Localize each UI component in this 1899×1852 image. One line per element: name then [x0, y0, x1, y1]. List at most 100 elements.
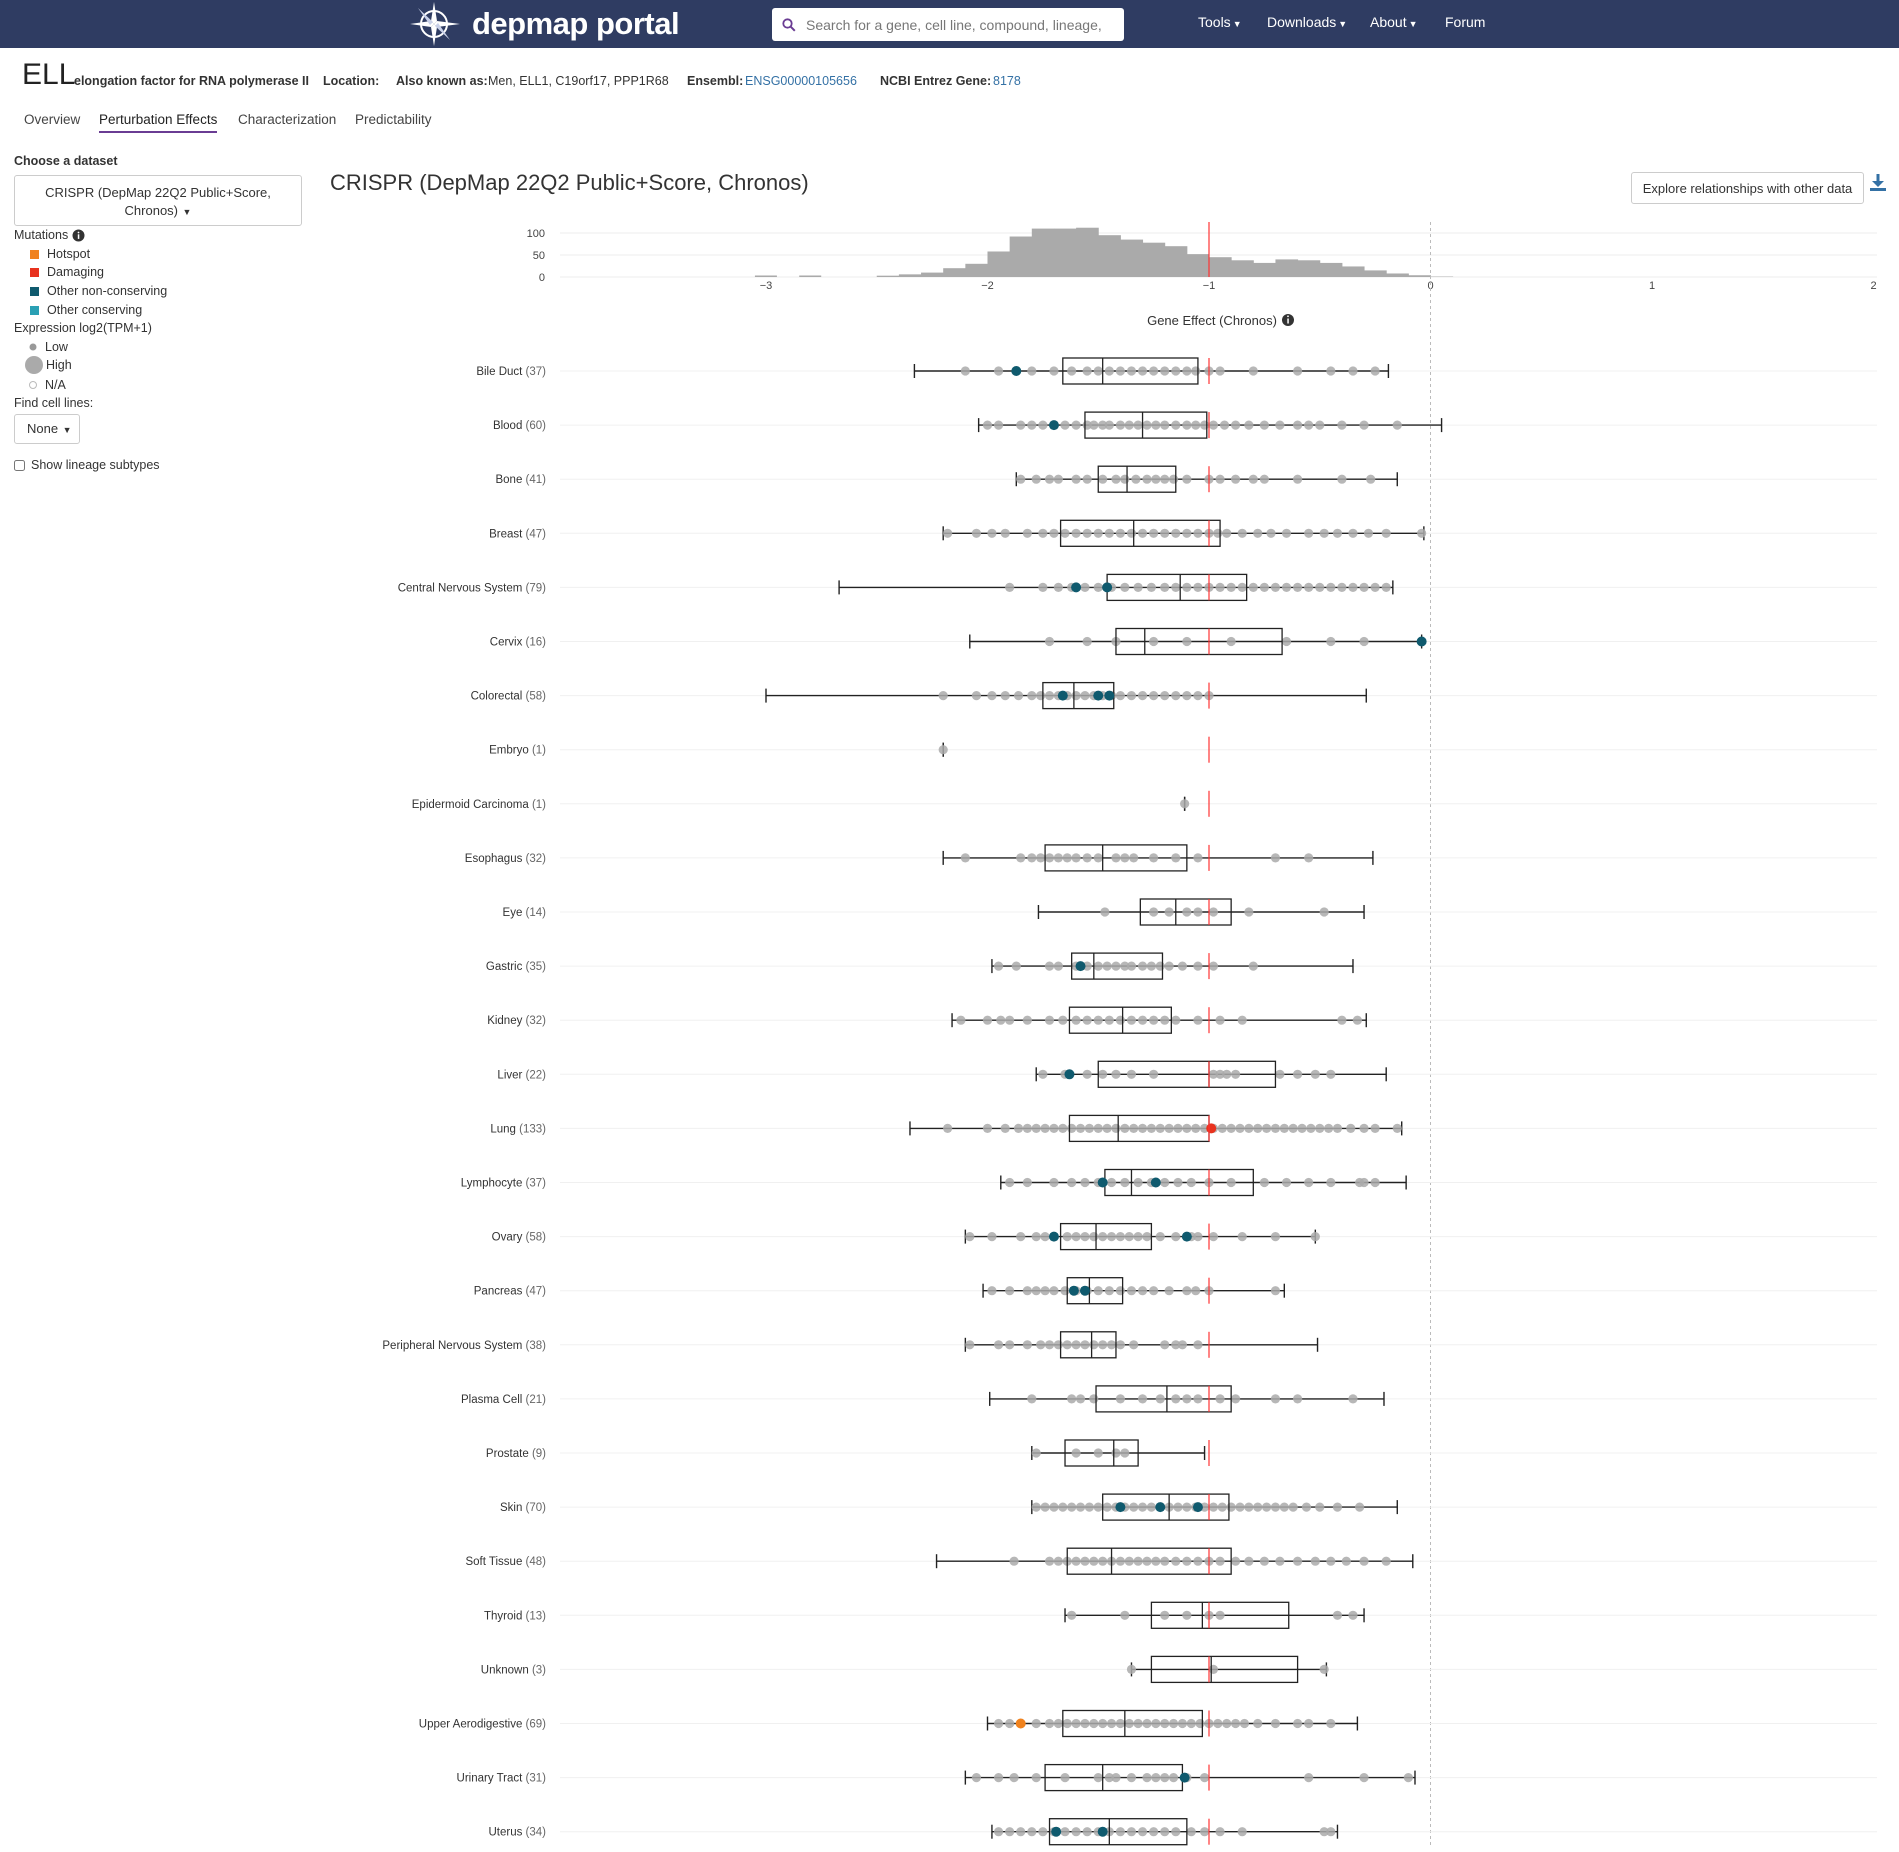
cell-line-point — [1215, 1015, 1225, 1025]
show-lineage-subtypes-checkbox[interactable] — [14, 459, 25, 471]
lineage-count: (16) — [526, 637, 547, 649]
cell-line-point — [1186, 1827, 1196, 1837]
explore-relationships-button[interactable]: Explore relationships with other data — [1631, 172, 1864, 204]
cell-line-point — [1304, 1718, 1314, 1729]
lineage-name: Bile Duct — [476, 366, 525, 378]
cell-line-point — [1160, 1827, 1170, 1837]
tab-predictability[interactable]: Predictability — [355, 112, 432, 127]
cell-line-point — [1230, 1718, 1241, 1729]
ensembl-label: Ensembl: — [687, 74, 744, 88]
cell-line-point — [1259, 474, 1269, 484]
dataset-dropdown[interactable]: CRISPR (DepMap 22Q2 Public+Score, Chrono… — [14, 175, 302, 226]
cell-line-point — [1151, 1718, 1161, 1729]
cell-line-point — [1016, 420, 1026, 430]
cell-line-point — [1040, 1286, 1050, 1296]
caret-down-icon: ▼ — [1232, 19, 1242, 29]
mutated-point — [1206, 1123, 1217, 1134]
nav-forum[interactable]: Forum — [1445, 14, 1485, 30]
cell-line-point — [938, 745, 948, 755]
show-lineage-subtypes[interactable]: Show lineage subtypes — [14, 458, 160, 472]
cell-line-point — [1182, 1286, 1192, 1296]
cell-line-point — [1149, 691, 1159, 701]
lineage-name: Cervix — [490, 637, 526, 649]
cell-line-point — [1208, 961, 1219, 971]
cell-line-point — [1133, 582, 1143, 593]
lineage-count: (47) — [526, 1286, 547, 1298]
cell-line-point — [1126, 1773, 1137, 1783]
cell-line-point — [1193, 907, 1203, 917]
cell-line-point — [1149, 1827, 1159, 1837]
plot-title: CRISPR (DepMap 22Q2 Public+Score, Chrono… — [330, 170, 809, 195]
hist-bar — [1364, 270, 1387, 277]
cell-line-point — [1137, 1015, 1148, 1025]
cell-line-point — [1111, 1448, 1121, 1458]
cell-line-point — [1199, 1827, 1210, 1837]
caret-down-icon: ▼ — [1338, 19, 1348, 29]
cell-line-point — [1348, 366, 1358, 376]
cell-line-point — [1036, 853, 1046, 863]
cell-line-point — [1089, 420, 1099, 430]
mutated-point — [1064, 1069, 1075, 1080]
cell-line-point — [1226, 582, 1236, 593]
cell-line-point — [1319, 528, 1329, 538]
cell-line-point — [1237, 1827, 1247, 1837]
cell-line-point — [1324, 1123, 1334, 1133]
tab-overview[interactable]: Overview — [24, 112, 81, 127]
lineage-label: Cervix (16) — [490, 637, 546, 649]
find-cell-lines-dropdown[interactable]: None ▼ — [14, 414, 80, 444]
cell-line-point — [1038, 528, 1048, 538]
search-icon — [782, 17, 796, 32]
lineage-count: (31) — [526, 1773, 547, 1785]
cell-line-point — [1182, 907, 1192, 917]
cell-line-point — [1326, 1069, 1336, 1079]
tab-characterization[interactable]: Characterization — [238, 112, 337, 127]
cell-line-point — [1142, 1718, 1152, 1729]
nav-downloads-label: Downloads — [1267, 14, 1337, 30]
cell-line-point — [1093, 1015, 1103, 1025]
lineage-count: (48) — [526, 1556, 547, 1568]
nav-tools[interactable]: Tools ▼ — [1198, 14, 1242, 30]
tab-perturbation-effects[interactable]: Perturbation Effects — [99, 112, 218, 133]
cell-line-point — [1044, 636, 1055, 647]
cell-line-point — [1149, 907, 1159, 917]
hist-bar — [943, 268, 966, 277]
cell-line-point — [1075, 1123, 1086, 1133]
cell-line-point — [960, 853, 970, 863]
legend-expression-low: Low — [29, 339, 68, 355]
cell-line-point — [1359, 1773, 1369, 1783]
legend-expression-high: High — [24, 356, 72, 374]
cell-line-point — [1237, 582, 1247, 593]
search-input[interactable] — [804, 15, 1104, 34]
cell-line-point — [1293, 420, 1303, 430]
cell-line-point — [1027, 366, 1037, 376]
cell-line-point — [1067, 366, 1077, 376]
cell-line-point — [1288, 1502, 1298, 1512]
cell-line-point — [1027, 853, 1037, 863]
cell-line-point — [1326, 1556, 1336, 1566]
hist-bar — [1297, 260, 1321, 277]
cell-line-point — [1093, 853, 1103, 863]
cell-line-point — [1281, 582, 1292, 593]
cell-line-point — [1244, 1556, 1254, 1566]
nav-downloads[interactable]: Downloads ▼ — [1267, 14, 1347, 30]
cell-line-point — [1111, 1773, 1121, 1783]
lineage-count: (32) — [526, 1015, 547, 1027]
cell-line-point — [1111, 1069, 1121, 1079]
nav-about[interactable]: About ▼ — [1370, 14, 1418, 30]
cell-line-point — [1000, 528, 1010, 538]
info-icon[interactable] — [72, 229, 85, 242]
ensembl-link[interactable]: ENSG00000105656 — [745, 74, 857, 88]
entrez-link[interactable]: 8178 — [993, 74, 1021, 88]
cell-line-point — [1182, 1123, 1192, 1133]
cell-line-point — [987, 691, 997, 701]
download-icon[interactable] — [1870, 174, 1886, 192]
lineage-count: (37) — [526, 1178, 547, 1190]
iqr-box — [1062, 357, 1199, 385]
hist-bar — [1009, 236, 1033, 277]
depmap-logo[interactable]: depmap portal — [404, 2, 680, 46]
iqr-box — [1071, 952, 1164, 980]
cell-line-point — [1149, 528, 1159, 538]
lineage-count: (13) — [526, 1610, 547, 1622]
global-search[interactable] — [772, 8, 1124, 41]
cell-line-point — [1089, 1718, 1099, 1729]
